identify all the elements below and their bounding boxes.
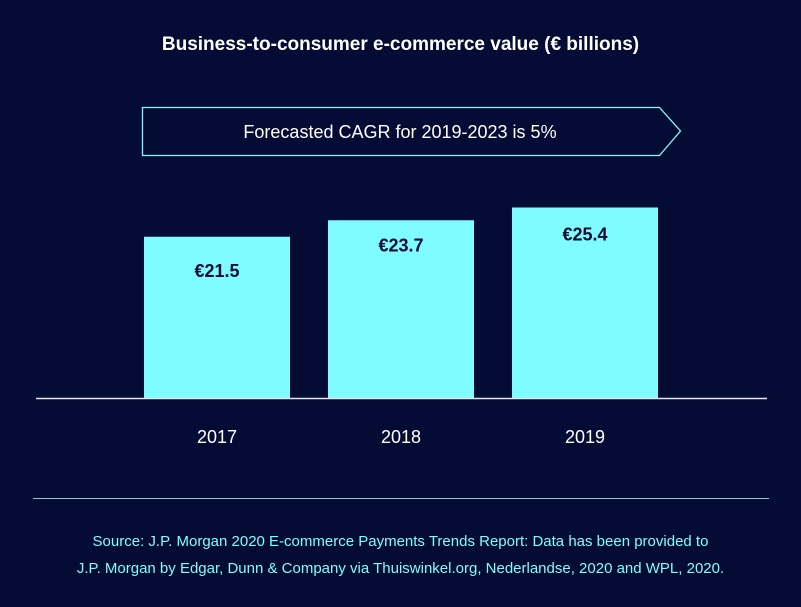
cagr-arrow-banner: [141, 106, 682, 157]
source-line-1: Source: J.P. Morgan 2020 E-commerce Paym…: [92, 533, 709, 550]
cagr-annotation: Forecasted CAGR for 2019-2023 is 5%: [243, 122, 556, 142]
source-line-2: J.P. Morgan by Edgar, Dunn & Company via…: [76, 560, 725, 577]
source-note: Source: J.P. Morgan 2020 E-commerce Paym…: [20, 528, 781, 582]
x-tick-label-2018: 2018: [381, 427, 421, 447]
data-label-2019: €25.4: [562, 225, 607, 245]
bar-2017: [144, 236, 290, 398]
x-tick-label-2017: 2017: [197, 427, 237, 447]
x-tick-label-2019: 2019: [565, 427, 605, 447]
bar-2019: [512, 207, 658, 398]
data-label-2018: €23.7: [378, 235, 423, 255]
chart-title: Business-to-consumer e-commerce value (€…: [161, 34, 640, 55]
bar-2018: [328, 220, 474, 398]
data-label-2017: €21.5: [194, 261, 239, 281]
